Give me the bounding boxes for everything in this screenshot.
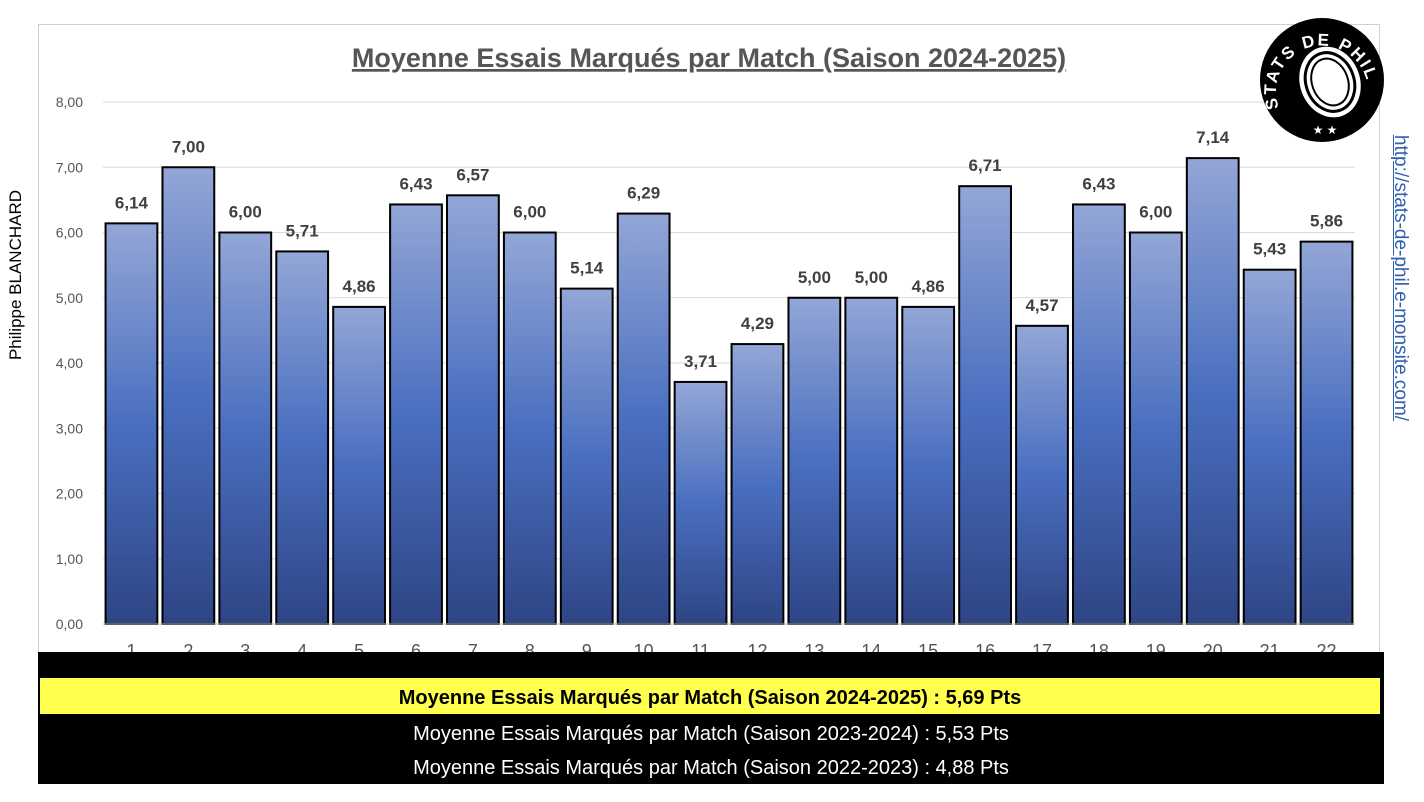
- bar-match-7: [446, 194, 500, 625]
- data-label: 6,43: [399, 174, 432, 193]
- data-label: 6,57: [456, 165, 489, 184]
- bar-chart: 0,00 1,00 2,00 3,00 4,00 5,00 6,00 7,00 8,00 6,1…: [56, 43, 1355, 657]
- data-label: 3,71: [684, 352, 717, 371]
- data-label: 4,29: [741, 314, 774, 333]
- bar-match-5: [332, 305, 386, 625]
- y-tick-label: 5,00: [56, 290, 83, 306]
- data-label: 5,71: [286, 221, 319, 240]
- bar-match-11: [673, 380, 728, 625]
- x-tick-label: 9: [582, 641, 592, 657]
- bar-match-18: [1072, 203, 1126, 625]
- bar-match-2: [161, 166, 216, 625]
- svg-text:★ ★: ★ ★: [1313, 123, 1338, 137]
- bars: [104, 157, 1354, 626]
- stats-de-phil-logo: STATS DE PHIL ★ ★: [1260, 18, 1384, 142]
- data-label: 6,43: [1082, 174, 1115, 193]
- data-label: 5,43: [1253, 240, 1286, 259]
- data-label: 6,29: [627, 184, 660, 203]
- x-tick-label: 8: [525, 641, 535, 657]
- data-label: 4,86: [343, 277, 376, 296]
- x-tick-label: 5: [354, 641, 364, 657]
- data-label: 7,14: [1196, 128, 1230, 147]
- bar-match-12: [730, 343, 785, 625]
- data-label: 4,86: [912, 277, 945, 296]
- data-label: 7,00: [172, 137, 205, 156]
- data-label: 4,57: [1025, 296, 1058, 315]
- x-tick-label: 2: [183, 641, 193, 657]
- bar-match-6: [389, 203, 443, 625]
- bar-match-21: [1242, 268, 1297, 625]
- season-summary: Moyenne Essais Marqués par Match (Saison…: [38, 652, 1384, 784]
- bar-match-4: [275, 250, 330, 626]
- y-tick-label: 2,00: [56, 486, 83, 502]
- bar-match-10: [616, 212, 671, 625]
- author-label: Philippe BLANCHARD: [6, 189, 25, 361]
- data-label: 5,00: [798, 268, 831, 287]
- x-tick-label: 7: [468, 641, 478, 657]
- data-labels: 6,14 7,00 6,00 5,71 4,86 6,43 6,57 6,00 5,14 6,29…: [115, 128, 1343, 371]
- bar-match-14: [844, 296, 899, 625]
- bar-match-1: [104, 222, 159, 626]
- y-tick-label: 1,00: [56, 551, 83, 567]
- website-link[interactable]: http://stats-de-phil.e-monsite.com/: [1390, 134, 1411, 422]
- y-tick-label: 4,00: [56, 355, 83, 371]
- data-label: 6,00: [1139, 203, 1172, 222]
- bar-match-20: [1185, 157, 1240, 626]
- y-tick-label: 6,00: [56, 225, 83, 241]
- x-tick-label: 4: [297, 641, 307, 657]
- bar-match-16: [958, 185, 1012, 626]
- y-tick-label: 3,00: [56, 420, 83, 436]
- chart-title: Moyenne Essais Marqués par Match (Saison…: [352, 43, 1066, 73]
- y-tick-label: 8,00: [56, 94, 83, 110]
- bar-match-15: [901, 305, 956, 625]
- bar-match-3: [218, 231, 273, 625]
- bar-match-17: [1015, 324, 1069, 625]
- y-tick-label: 0,00: [56, 616, 83, 632]
- data-label: 5,86: [1310, 212, 1343, 231]
- data-label: 5,00: [855, 268, 888, 287]
- y-axis: 0,00 1,00 2,00 3,00 4,00 5,00 6,00 7,00 8,00: [56, 94, 83, 632]
- bar-match-13: [787, 296, 842, 625]
- bar-match-22: [1299, 240, 1354, 625]
- data-label: 5,14: [570, 259, 604, 278]
- bar-match-8: [502, 231, 557, 625]
- bar-match-9: [559, 287, 614, 625]
- data-label: 6,71: [969, 156, 1002, 175]
- data-label: 6,00: [229, 203, 262, 222]
- summary-season-2023-2024: Moyenne Essais Marqués par Match (Saison…: [413, 723, 1009, 745]
- data-label: 6,00: [513, 203, 546, 222]
- summary-current-season: Moyenne Essais Marqués par Match (Saison…: [40, 678, 1380, 714]
- chart-area: 0,00 1,00 2,00 3,00 4,00 5,00 6,00 7,00 8,00 6,1…: [38, 24, 1380, 657]
- x-tick-label: 1: [126, 641, 136, 657]
- x-tick-label: 6: [411, 641, 421, 657]
- data-label: 6,14: [115, 193, 149, 212]
- y-tick-label: 7,00: [56, 159, 83, 175]
- bar-match-19: [1128, 231, 1183, 625]
- x-tick-label: 3: [240, 641, 250, 657]
- summary-season-2022-2023: Moyenne Essais Marqués par Match (Saison…: [413, 757, 1009, 779]
